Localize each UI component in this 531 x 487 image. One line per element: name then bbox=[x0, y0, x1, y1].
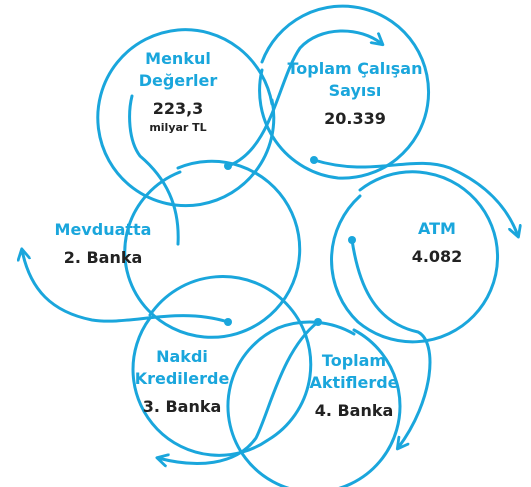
start-dot-atm bbox=[348, 236, 356, 244]
ring-aktif bbox=[226, 320, 402, 487]
arrow-atm-to-aktif bbox=[350, 238, 432, 448]
node-nakdi-label: Nakdi Kredilerde bbox=[134, 347, 230, 388]
node-nakdi: Nakdi Kredilerde 3. Banka bbox=[92, 346, 272, 418]
node-aktif-value: 4. Banka bbox=[314, 401, 394, 420]
ring-nakdi bbox=[131, 275, 313, 457]
node-aktif-label: Toplam Aktiflerde bbox=[309, 351, 399, 392]
start-dot-menkul bbox=[224, 162, 232, 170]
node-calisan-label: Toplam Çalışan Sayısı bbox=[287, 59, 423, 100]
node-atm: ATM 4.082 bbox=[347, 218, 527, 268]
node-aktif: Toplam Aktiflerde 4. Banka bbox=[264, 350, 444, 422]
node-menkul-label: Menkul Değerler bbox=[138, 49, 218, 90]
arrow-menkul-to-calisan bbox=[226, 29, 382, 168]
ring-calisan bbox=[258, 4, 430, 180]
node-atm-value: 4.082 bbox=[411, 247, 463, 266]
ring-menkul bbox=[96, 28, 276, 208]
node-mevduat: Mevduatta 2. Banka bbox=[13, 219, 193, 269]
ring-atm bbox=[330, 170, 500, 344]
arrow-aktif-to-nakdi bbox=[158, 320, 320, 463]
node-menkul: Menkul Değerler 223,3 milyar TL bbox=[88, 48, 268, 135]
node-nakdi-value: 3. Banka bbox=[142, 397, 222, 416]
node-calisan-value: 20.339 bbox=[324, 109, 386, 128]
node-menkul-unit: milyar TL bbox=[149, 121, 207, 134]
start-dot-calisan bbox=[310, 156, 318, 164]
node-atm-label: ATM bbox=[418, 219, 456, 238]
arrow-calisan-to-atm bbox=[312, 158, 518, 236]
ring-mevduat bbox=[123, 159, 302, 339]
start-dot-aktif bbox=[314, 318, 322, 326]
arrow-nakdi-to-mevduat bbox=[22, 250, 230, 324]
node-mevduat-value: 2. Banka bbox=[63, 248, 143, 267]
arrow-mevduat-to-menkul bbox=[128, 94, 180, 246]
node-calisan: Toplam Çalışan Sayısı 20.339 bbox=[265, 58, 445, 130]
node-mevduat-label: Mevduatta bbox=[54, 220, 152, 239]
node-menkul-value: 223,3 bbox=[152, 99, 204, 118]
start-dot-nakdi bbox=[224, 318, 232, 326]
